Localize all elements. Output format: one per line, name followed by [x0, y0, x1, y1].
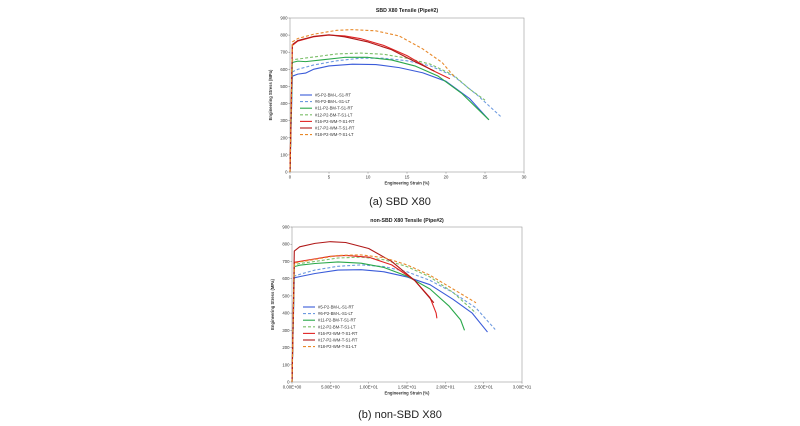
chart-title: non-SBD X80 Tensile (Pipe#2): [370, 218, 444, 224]
x-tick-label: 25: [483, 175, 488, 180]
legend-label-3: #12-P2-BM-T-S1-LT: [315, 112, 353, 117]
x-tick-label: 5.00E+00: [321, 385, 340, 390]
y-tick-label: 300: [282, 328, 290, 333]
y-tick-label: 400: [280, 101, 288, 106]
y-tick-label: 100: [282, 362, 290, 367]
legend-label-0: #5-P2-BM-L-S1-RT: [318, 305, 354, 310]
x-tick-label: 30: [522, 175, 527, 180]
x-tick-label: 2.00E+01: [436, 385, 455, 390]
y-tick-label: 0: [285, 170, 288, 175]
y-tick-label: 700: [280, 50, 288, 55]
series-line-2: [289, 56, 490, 173]
legend-label-6: #18-P2-WM-T-S1-LT: [318, 344, 357, 349]
plot-area: [291, 226, 523, 383]
y-tick-label: 600: [280, 67, 288, 72]
y-tick-label: 700: [282, 259, 290, 264]
y-tick-label: 300: [280, 118, 288, 123]
x-axis-label: Engineering Strain (%): [385, 181, 431, 186]
y-tick-label: 100: [280, 152, 288, 157]
legend-label-1: #6-P2-BM-L-S1-LT: [315, 99, 351, 104]
legend-label-6: #18-P2-WM-T-S1-LT: [315, 132, 354, 137]
y-tick-label: 200: [280, 135, 288, 140]
series-line-5: [289, 34, 435, 173]
legend-label-2: #11-P2-BM-T-S1-RT: [315, 106, 353, 111]
legend-label-4: #16-P2-WM-T-S1-RT: [318, 331, 358, 336]
legend: #5-P2-BM-L-S1-RT#6-P2-BM-L-S1-LT #11-P2-B…: [303, 305, 358, 349]
x-axis-label: Engineering Strain (%): [385, 391, 431, 396]
legend-label-5: #17-P2-WM-T-S1-RT: [315, 126, 355, 131]
chart-sbd-x80: SBD X80 Tensile (Pipe#2) 0 5 10 15 20 25 30 0 100…: [258, 2, 542, 198]
y-tick-label: 200: [282, 345, 290, 350]
chart-non-sbd-x80: non-SBD X80 Tensile (Pipe#2) 0.00E+00 5.00…: [258, 214, 542, 406]
series-line-0: [291, 269, 488, 383]
legend-label-0: #5-P2-BM-L-S1-RT: [315, 93, 351, 98]
y-tick-label: 500: [280, 84, 288, 89]
caption-sbd-x80: (a) SBD X80: [369, 196, 431, 208]
y-tick-label: 0: [287, 380, 290, 385]
series-line-6: [291, 254, 477, 383]
x-tick-label: 0: [289, 175, 292, 180]
x-tick-label: 15: [405, 175, 410, 180]
x-tick-label: 3.00E+01: [513, 385, 532, 390]
y-axis-label: Engineering Stress (MPa): [270, 279, 275, 330]
legend-label-3: #12-P2-BM-T-S1-LT: [318, 324, 356, 329]
x-tick-label: 1.00E+01: [359, 385, 378, 390]
series-line-2: [291, 261, 466, 383]
chart-title: SBD X80 Tensile (Pipe#2): [376, 8, 438, 14]
y-tick-label: 600: [282, 276, 290, 281]
x-tick-label: 10: [366, 175, 371, 180]
series-line-6: [289, 29, 455, 173]
x-tick-label: 2.50E+01: [474, 385, 493, 390]
y-tick-label: 800: [280, 33, 288, 38]
y-tick-label: 500: [282, 293, 290, 298]
legend-label-1: #6-P2-BM-L-S1-LT: [318, 311, 354, 316]
x-tick-label: 20: [444, 175, 449, 180]
legend: #5-P2-BM-L-S1-RT#6-P2-BM-L-S1-LT #11-P2-B…: [300, 93, 355, 137]
y-tick-label: 400: [282, 311, 290, 316]
caption-non-sbd-x80: (b) non-SBD X80: [358, 409, 442, 421]
y-tick-label: 800: [282, 242, 290, 247]
chart-non-sbd-x80-svg: non-SBD X80 Tensile (Pipe#2) 0.00E+00 5.00…: [270, 218, 532, 396]
y-tick-label: 900: [280, 16, 288, 21]
x-tick-label: 1.50E+01: [398, 385, 417, 390]
legend-label-5: #17-P2-WM-T-S1-RT: [318, 338, 358, 343]
y-tick-label: 900: [282, 225, 290, 230]
chart-sbd-x80-svg: SBD X80 Tensile (Pipe#2)0 5 10 15 20 25 300100…: [268, 8, 527, 186]
series-line-3: [289, 52, 486, 173]
legend-label-2: #11-P2-BM-T-S1-RT: [318, 318, 356, 323]
series-line-5: [291, 241, 435, 383]
legend-label-4: #16-P2-WM-T-S1-RT: [315, 119, 355, 124]
plot-area: [289, 17, 525, 173]
series-line-3: [291, 256, 477, 383]
x-tick-label: 5: [328, 175, 331, 180]
x-tick-label: 0.00E+00: [283, 385, 302, 390]
y-axis-label: Engineering Stress (MPa): [268, 69, 273, 120]
